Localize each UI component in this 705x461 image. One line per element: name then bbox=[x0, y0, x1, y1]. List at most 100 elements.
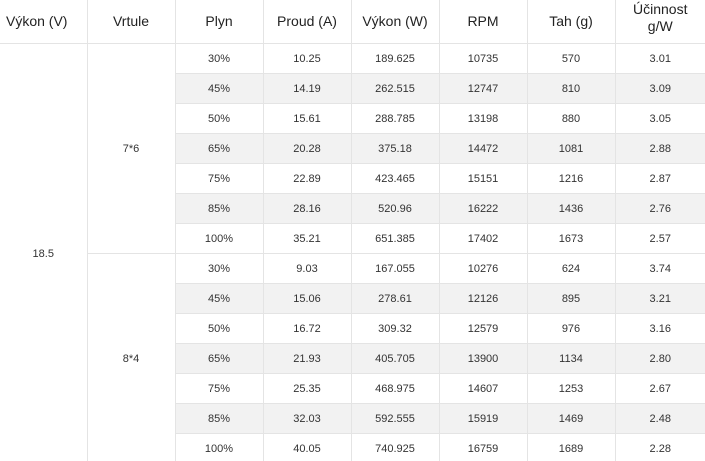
efficiency-cell: 2.48 bbox=[615, 403, 705, 434]
power-cell: 167.055 bbox=[351, 253, 440, 284]
rpm-cell: 12747 bbox=[439, 73, 528, 104]
table-row: 45% 14.19 262.515 12747 810 3.09 bbox=[0, 73, 705, 104]
header-efficiency: Účinnost g/W bbox=[615, 0, 705, 44]
thrust-cell: 976 bbox=[527, 313, 616, 344]
header-thrust: Tah (g) bbox=[527, 0, 616, 44]
throttle-cell: 30% bbox=[175, 253, 264, 284]
current-cell: 15.61 bbox=[263, 103, 352, 134]
table-row: 50% 16.72 309.32 12579 976 3.16 bbox=[0, 313, 705, 344]
table-row: 85% 32.03 592.555 15919 1469 2.48 bbox=[0, 403, 705, 434]
throttle-cell: 85% bbox=[175, 193, 264, 224]
thrust-cell: 624 bbox=[527, 253, 616, 284]
propeller-cell: 7*6 bbox=[87, 43, 176, 254]
table-row: 100% 40.05 740.925 16759 1689 2.28 bbox=[0, 433, 705, 461]
thrust-cell: 1689 bbox=[527, 433, 616, 461]
rpm-cell: 16222 bbox=[439, 193, 528, 224]
current-cell: 28.16 bbox=[263, 193, 352, 224]
efficiency-cell: 2.57 bbox=[615, 223, 705, 254]
table-row: 100% 35.21 651.385 17402 1673 2.57 bbox=[0, 223, 705, 254]
throttle-cell: 85% bbox=[175, 403, 264, 434]
efficiency-cell: 3.01 bbox=[615, 43, 705, 74]
efficiency-cell: 3.09 bbox=[615, 73, 705, 104]
efficiency-cell: 3.21 bbox=[615, 283, 705, 314]
rpm-cell: 16759 bbox=[439, 433, 528, 461]
rpm-cell: 10276 bbox=[439, 253, 528, 284]
thrust-cell: 570 bbox=[527, 43, 616, 74]
table-row: 75% 22.89 423.465 15151 1216 2.87 bbox=[0, 163, 705, 194]
current-cell: 40.05 bbox=[263, 433, 352, 461]
thrust-cell: 1469 bbox=[527, 403, 616, 434]
rpm-cell: 15151 bbox=[439, 163, 528, 194]
current-cell: 10.25 bbox=[263, 43, 352, 74]
throttle-cell: 75% bbox=[175, 163, 264, 194]
power-cell: 405.705 bbox=[351, 343, 440, 374]
thrust-cell: 1134 bbox=[527, 343, 616, 374]
rpm-cell: 12126 bbox=[439, 283, 528, 314]
efficiency-cell: 2.76 bbox=[615, 193, 705, 224]
power-cell: 375.18 bbox=[351, 133, 440, 164]
thrust-cell: 1081 bbox=[527, 133, 616, 164]
rpm-cell: 15919 bbox=[439, 403, 528, 434]
power-cell: 740.925 bbox=[351, 433, 440, 461]
table-header-row: Výkon (V) Vrtule Plyn Proud (A) Výkon (W… bbox=[0, 0, 705, 44]
thrust-cell: 810 bbox=[527, 73, 616, 104]
header-throttle: Plyn bbox=[175, 0, 264, 44]
throttle-cell: 65% bbox=[175, 133, 264, 164]
table-row: 45% 15.06 278.61 12126 895 3.21 bbox=[0, 283, 705, 314]
current-cell: 25.35 bbox=[263, 373, 352, 404]
throttle-cell: 100% bbox=[175, 223, 264, 254]
throttle-cell: 50% bbox=[175, 103, 264, 134]
current-cell: 16.72 bbox=[263, 313, 352, 344]
header-current: Proud (A) bbox=[263, 0, 352, 44]
efficiency-cell: 2.67 bbox=[615, 373, 705, 404]
table-row: 50% 15.61 288.785 13198 880 3.05 bbox=[0, 103, 705, 134]
efficiency-cell: 2.88 bbox=[615, 133, 705, 164]
power-cell: 309.32 bbox=[351, 313, 440, 344]
table-row: 65% 20.28 375.18 14472 1081 2.88 bbox=[0, 133, 705, 164]
header-propeller: Vrtule bbox=[87, 0, 176, 44]
header-voltage: Výkon (V) bbox=[0, 0, 88, 44]
power-cell: 520.96 bbox=[351, 193, 440, 224]
rpm-cell: 17402 bbox=[439, 223, 528, 254]
current-cell: 32.03 bbox=[263, 403, 352, 434]
rpm-cell: 12579 bbox=[439, 313, 528, 344]
current-cell: 20.28 bbox=[263, 133, 352, 164]
rpm-cell: 10735 bbox=[439, 43, 528, 74]
throttle-cell: 65% bbox=[175, 343, 264, 374]
power-cell: 423.465 bbox=[351, 163, 440, 194]
power-cell: 468.975 bbox=[351, 373, 440, 404]
current-cell: 22.89 bbox=[263, 163, 352, 194]
throttle-cell: 45% bbox=[175, 283, 264, 314]
voltage-cell: 18.5 bbox=[0, 43, 88, 461]
efficiency-cell: 2.87 bbox=[615, 163, 705, 194]
throttle-cell: 75% bbox=[175, 373, 264, 404]
header-rpm: RPM bbox=[439, 0, 528, 44]
rpm-cell: 13900 bbox=[439, 343, 528, 374]
power-cell: 288.785 bbox=[351, 103, 440, 134]
thrust-cell: 895 bbox=[527, 283, 616, 314]
current-cell: 21.93 bbox=[263, 343, 352, 374]
thrust-cell: 1436 bbox=[527, 193, 616, 224]
throttle-cell: 50% bbox=[175, 313, 264, 344]
throttle-cell: 100% bbox=[175, 433, 264, 461]
efficiency-cell: 2.80 bbox=[615, 343, 705, 374]
power-cell: 189.625 bbox=[351, 43, 440, 74]
header-power: Výkon (W) bbox=[351, 0, 440, 44]
efficiency-cell: 3.05 bbox=[615, 103, 705, 134]
throttle-cell: 45% bbox=[175, 73, 264, 104]
table-row: 85% 28.16 520.96 16222 1436 2.76 bbox=[0, 193, 705, 224]
thrust-cell: 1673 bbox=[527, 223, 616, 254]
current-cell: 35.21 bbox=[263, 223, 352, 254]
thrust-cell: 1253 bbox=[527, 373, 616, 404]
current-cell: 14.19 bbox=[263, 73, 352, 104]
current-cell: 15.06 bbox=[263, 283, 352, 314]
table-body: 18.5 7*6 30% 10.25 189.625 10735 570 3.01 45% 14.… bbox=[0, 43, 705, 461]
power-cell: 651.385 bbox=[351, 223, 440, 254]
table-row: 8*4 30% 9.03 167.055 10276 624 3.74 bbox=[0, 253, 705, 461]
thrust-cell: 1216 bbox=[527, 163, 616, 194]
rpm-cell: 14472 bbox=[439, 133, 528, 164]
current-cell: 9.03 bbox=[263, 253, 352, 284]
power-cell: 592.555 bbox=[351, 403, 440, 434]
table-row: 75% 25.35 468.975 14607 1253 2.67 bbox=[0, 373, 705, 404]
